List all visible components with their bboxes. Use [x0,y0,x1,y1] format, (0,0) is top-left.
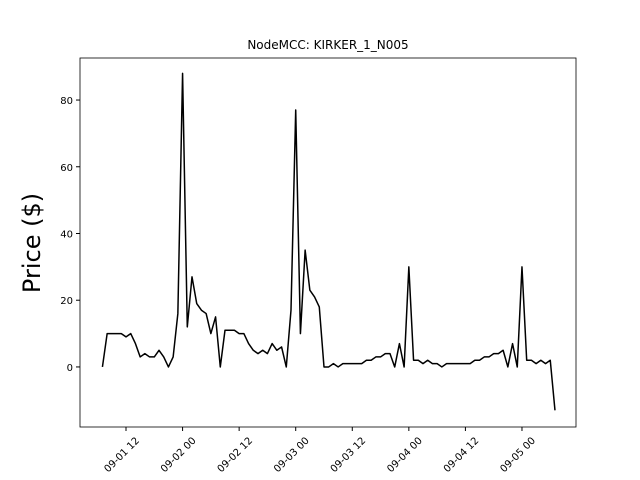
plot-frame [79,57,577,428]
y-tick-label: 60 [60,163,73,174]
y-axis-label: Price ($) [18,193,46,293]
chart-title: NodeMCC: KIRKER_1_N005 [247,38,408,52]
y-tick-label: 80 [60,96,73,107]
line [101,72,556,411]
y-tick-label: 20 [60,296,73,307]
y-tick-label: 40 [60,229,73,240]
y-tick-label: 0 [67,363,73,374]
